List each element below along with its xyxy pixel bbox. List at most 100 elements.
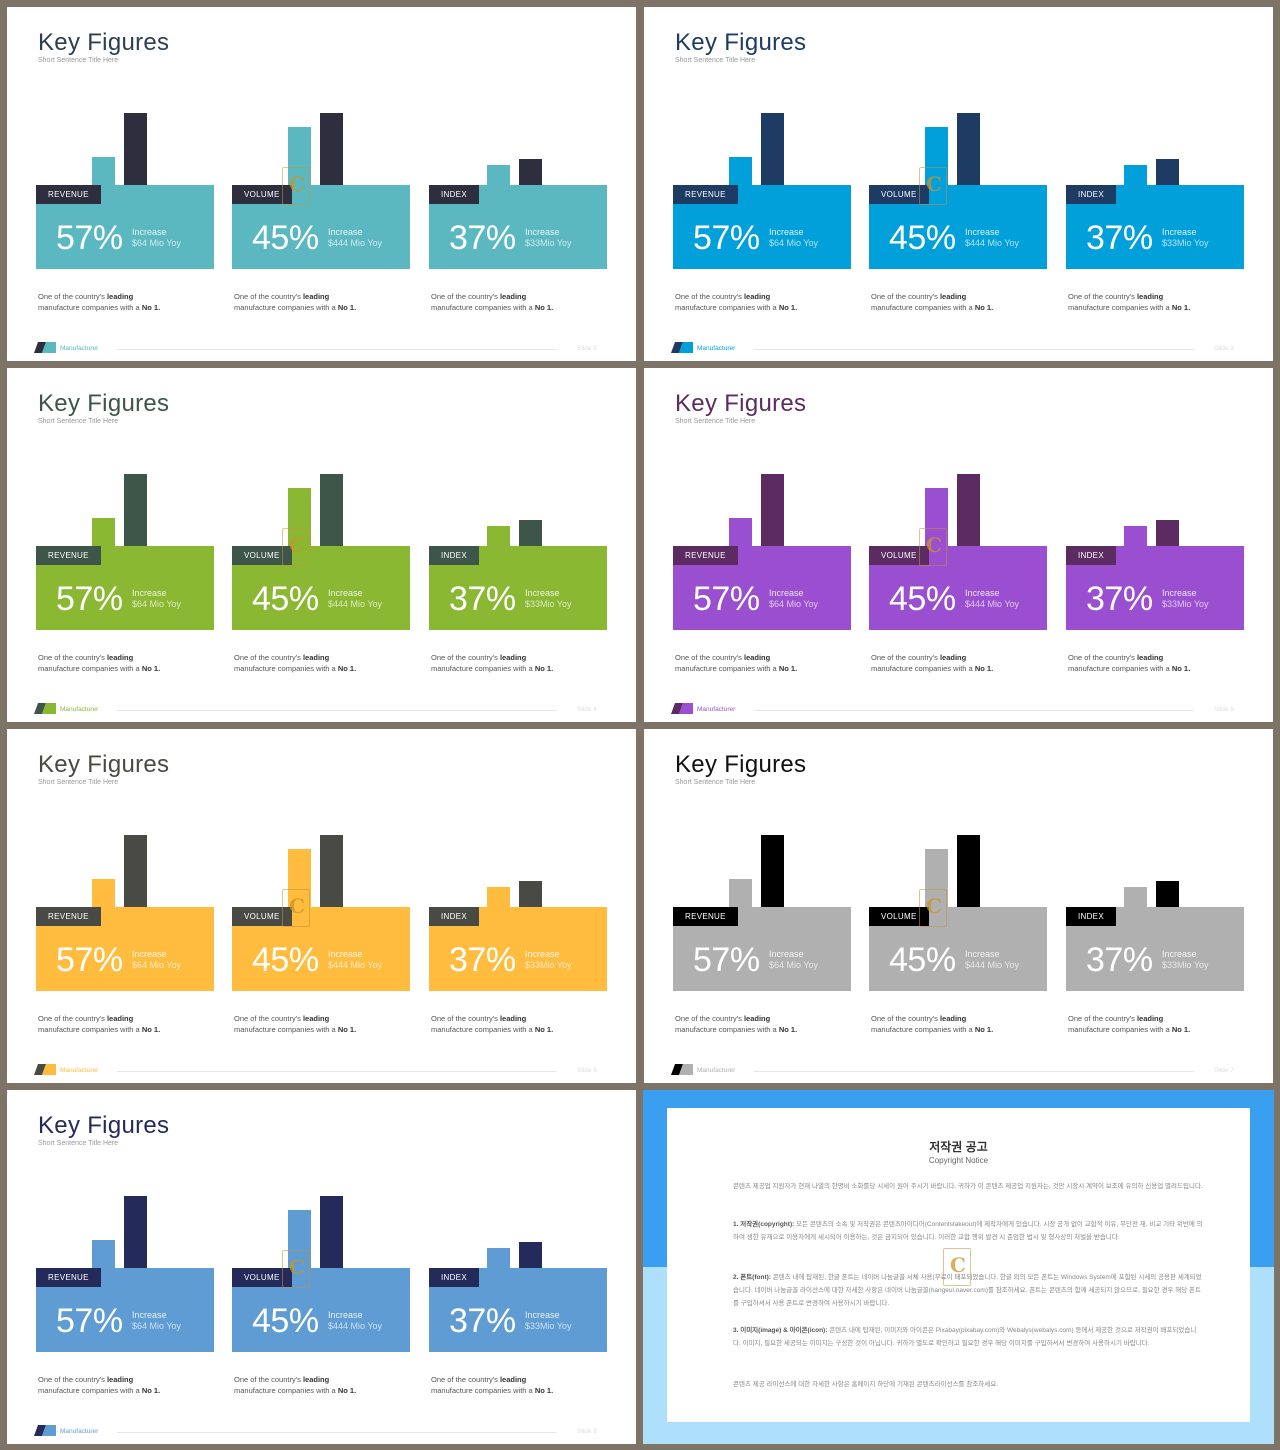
desc-line1: One of the country's — [38, 1375, 107, 1384]
figure-sub: $33Mio Yoy — [525, 599, 572, 609]
desc-with: with a — [120, 303, 142, 312]
desc-with: with a — [1150, 1025, 1172, 1034]
desc-leading: leading — [106, 292, 134, 301]
figure-description: One of the country's leading manufacture … — [431, 1374, 607, 1396]
figure-increase: Increase — [965, 588, 1000, 598]
figure-sub: $444 Mio Yoy — [328, 599, 383, 609]
figure-percent: 45% — [889, 941, 956, 979]
bar-light — [92, 518, 115, 554]
figure-sub: $64 Mio Yoy — [132, 960, 182, 970]
watermark-logo: C — [943, 1248, 971, 1286]
desc-leading: leading — [106, 653, 134, 662]
slide-title: Key Figures — [38, 390, 170, 417]
figure-label: REVENUE — [673, 546, 738, 565]
desc-no1: No 1. — [141, 1386, 161, 1395]
slide-4: Key Figures Short Sentence Title Here REVE… — [7, 368, 636, 722]
bar-dark — [320, 1196, 343, 1276]
desc-line2: manufacture companies — [38, 1386, 121, 1395]
watermark-logo: C — [282, 167, 310, 205]
desc-no1: No 1. — [1171, 664, 1191, 673]
desc-leading: leading — [499, 1375, 527, 1384]
desc-line1: One of the country's — [38, 1014, 107, 1023]
figure-label: REVENUE — [673, 185, 738, 204]
figure-sub: $33Mio Yoy — [1162, 960, 1209, 970]
figure-sub: $444 Mio Yoy — [328, 1321, 383, 1331]
figure-description: One of the country's leading manufacture … — [871, 291, 1047, 313]
slide-7: Key Figures Short Sentence Title Here REVE… — [644, 729, 1273, 1083]
bar-dark — [519, 881, 542, 915]
footer-page-number: Slide 2 — [577, 345, 597, 352]
figure-increase: Increase — [328, 949, 363, 959]
figure-card-revenue: REVENUE 57% Increase $64 Mio Yoy One of the … — [36, 368, 214, 673]
figure-percent: 37% — [1086, 580, 1153, 618]
copyright-outro: 콘텐츠 제공 라이선스에 대한 자세한 사항은 홈페이지 하단에 기재된 콘텐츠… — [733, 1381, 999, 1388]
figure-description: One of the country's leading manufacture … — [871, 652, 1047, 674]
slide-subtitle: Short Sentence Title Here — [675, 57, 756, 64]
figure-percent: 57% — [693, 219, 760, 257]
bar-dark — [519, 1242, 542, 1276]
bar-dark — [761, 113, 784, 193]
figure-description: One of the country's leading manufacture … — [234, 1013, 410, 1035]
figure-description: One of the country's leading manufacture … — [431, 291, 607, 313]
desc-no1: No 1. — [534, 303, 554, 312]
watermark-logo: C — [919, 528, 947, 566]
desc-line1: One of the country's — [431, 1375, 500, 1384]
figure-label: INDEX — [429, 907, 479, 926]
desc-with: with a — [316, 1386, 338, 1395]
figure-card-index: INDEX 37% Increase $33Mio Yoy One of the cou… — [429, 1090, 607, 1395]
watermark-letter: C — [926, 172, 942, 196]
bar-dark — [1156, 159, 1179, 193]
desc-leading: leading — [1136, 292, 1164, 301]
desc-line2: manufacture companies — [871, 664, 954, 673]
desc-no1: No 1. — [534, 664, 554, 673]
slide-title: Key Figures — [38, 29, 170, 56]
footer-page-number: Slide 6 — [577, 1067, 597, 1074]
manufacturer-logo-icon — [671, 342, 693, 353]
figure-sub: $33Mio Yoy — [525, 238, 572, 248]
watermark-logo: C — [282, 889, 310, 927]
figure-label: REVENUE — [36, 907, 101, 926]
figure-sub: $444 Mio Yoy — [328, 960, 383, 970]
desc-leading: leading — [743, 292, 771, 301]
figure-description: One of the country's leading manufacture … — [675, 652, 851, 674]
figure-sub: $64 Mio Yoy — [769, 238, 819, 248]
desc-no1: No 1. — [974, 664, 994, 673]
slide-subtitle: Short Sentence Title Here — [38, 57, 119, 64]
desc-line2: manufacture companies — [871, 303, 954, 312]
figure-sub: $64 Mio Yoy — [769, 599, 819, 609]
desc-no1: No 1. — [1171, 1025, 1191, 1034]
desc-leading: leading — [939, 653, 967, 662]
desc-with: with a — [316, 303, 338, 312]
slide-subtitle: Short Sentence Title Here — [38, 779, 119, 786]
footer-divider — [117, 1071, 557, 1072]
desc-line2: manufacture companies — [871, 1025, 954, 1034]
desc-line2: manufacture companies — [234, 1025, 317, 1034]
figure-description: One of the country's leading manufacture … — [431, 1013, 607, 1035]
bar-light — [729, 518, 752, 554]
slide-3: Key Figures Short Sentence Title Here REVE… — [644, 7, 1273, 361]
figure-percent: 57% — [693, 580, 760, 618]
desc-leading: leading — [743, 1014, 771, 1023]
desc-no1: No 1. — [778, 1025, 798, 1034]
bar-light — [92, 157, 115, 193]
figure-percent: 45% — [252, 1302, 319, 1340]
figure-description: One of the country's leading manufacture … — [38, 652, 214, 674]
figure-label: REVENUE — [36, 1268, 101, 1287]
figure-increase: Increase — [1162, 227, 1197, 237]
watermark-logo: C — [919, 889, 947, 927]
figure-label: INDEX — [429, 1268, 479, 1287]
desc-no1: No 1. — [337, 1386, 357, 1395]
copyright-section-2-body: 콘텐츠 내에 탑재된, 한글 폰트는 네이버 나눔글꼴 서체 사용(무료이 배포… — [733, 1274, 1202, 1307]
desc-no1: No 1. — [141, 303, 161, 312]
figure-percent: 37% — [449, 941, 516, 979]
desc-with: with a — [953, 1025, 975, 1034]
desc-leading: leading — [302, 653, 330, 662]
bar-dark — [957, 113, 980, 193]
watermark-logo: C — [282, 1250, 310, 1288]
figure-increase: Increase — [525, 949, 560, 959]
desc-with: with a — [120, 1025, 142, 1034]
figure-sub: $64 Mio Yoy — [769, 960, 819, 970]
bar-dark — [1156, 520, 1179, 554]
bar-light — [92, 879, 115, 915]
figure-percent: 37% — [449, 1302, 516, 1340]
